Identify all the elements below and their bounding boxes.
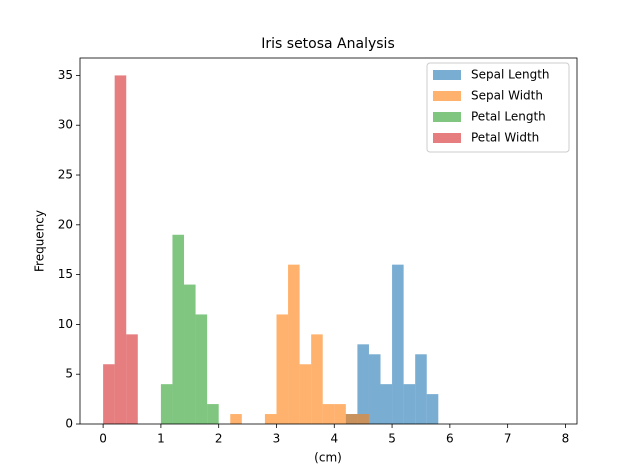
histogram-bar	[299, 364, 312, 424]
legend-swatch	[433, 133, 461, 143]
y-axis-label: Frequency	[33, 210, 47, 272]
histogram-bar	[172, 234, 185, 424]
y-tick-label: 35	[58, 68, 73, 82]
x-tick-label: 2	[215, 432, 223, 446]
chart-title: Iris setosa Analysis	[261, 36, 395, 52]
histogram-bar	[264, 414, 277, 424]
histogram-bar	[426, 394, 439, 424]
y-tick-label: 0	[65, 417, 73, 431]
histogram-bar	[288, 264, 300, 424]
histogram-bar	[403, 384, 416, 424]
y-tick-label: 5	[65, 367, 73, 381]
histogram-bar	[345, 414, 358, 424]
histogram-bar	[311, 334, 323, 424]
x-axis-label: (cm)	[314, 451, 342, 465]
histogram-bar	[114, 75, 127, 424]
histogram-bar	[126, 334, 138, 424]
x-tick-label: 1	[157, 432, 165, 446]
histogram-bar	[415, 354, 427, 424]
histogram-bar	[160, 384, 173, 424]
x-tick-label: 3	[273, 432, 281, 446]
histogram-bar	[368, 354, 381, 424]
y-tick-label: 20	[58, 217, 73, 231]
histogram-bar	[357, 344, 369, 424]
histogram-bar	[357, 414, 369, 424]
y-tick-label: 10	[58, 317, 73, 331]
histogram-bar	[380, 384, 393, 424]
histogram-bar	[207, 404, 219, 424]
legend-label: Petal Length	[471, 110, 546, 124]
histogram-bar	[276, 314, 289, 424]
legend-swatch	[433, 70, 461, 80]
histogram-bar	[334, 404, 346, 424]
legend-swatch	[433, 91, 461, 101]
y-tick-label: 30	[58, 118, 73, 132]
histogram-bar	[103, 364, 115, 424]
x-tick-label: 5	[388, 432, 396, 446]
x-tick-label: 7	[504, 432, 512, 446]
plot-frame	[79, 57, 578, 425]
x-tick-label: 0	[99, 432, 107, 446]
histogram-bar	[392, 264, 404, 424]
histogram-bar	[195, 314, 208, 424]
histogram-bar	[322, 404, 335, 424]
y-tick-label: 25	[58, 168, 73, 182]
legend-swatch	[433, 112, 461, 122]
legend-box	[426, 62, 570, 153]
histogram-bar	[184, 284, 196, 424]
x-tick-label: 6	[446, 432, 454, 446]
legend-label: Petal Width	[471, 131, 539, 145]
x-tick-label: 4	[330, 432, 338, 446]
y-tick-label: 15	[58, 267, 73, 281]
legend-label: Sepal Width	[471, 89, 543, 103]
legend-label: Sepal Length	[471, 68, 550, 82]
histogram-bar	[230, 414, 242, 424]
x-tick-label: 8	[562, 432, 570, 446]
